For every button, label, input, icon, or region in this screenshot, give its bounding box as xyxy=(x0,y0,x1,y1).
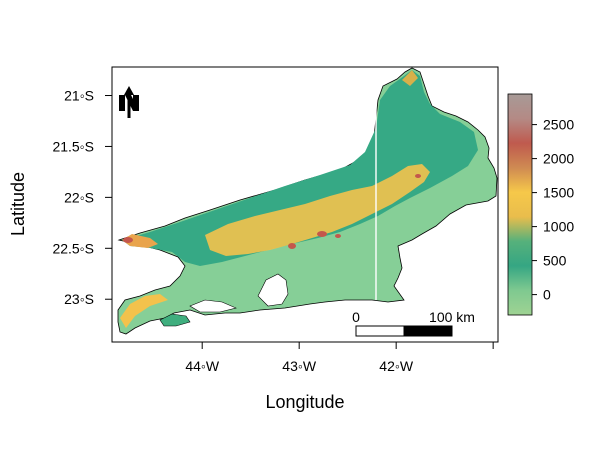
terrain-peak-4 xyxy=(123,237,133,243)
north-arrow-icon xyxy=(119,86,139,118)
y-tick-label: 22◦S xyxy=(64,189,94,205)
map-panel xyxy=(112,67,498,342)
x-axis: 44◦W 43◦W 42◦W xyxy=(185,342,494,374)
terrain-midland xyxy=(122,70,478,266)
x-tick-label: 43◦W xyxy=(282,358,317,374)
ilha-grande xyxy=(159,313,191,327)
guanabara-bay xyxy=(257,273,289,307)
y-tick-label: 21◦S xyxy=(64,88,94,104)
scale-label-start: 0 xyxy=(352,309,360,325)
terrain-highland-north xyxy=(402,70,418,86)
y-axis: 21◦S 21.5◦S 22◦S 22.5◦S 23◦S xyxy=(52,88,112,307)
terrain-peak-2 xyxy=(317,231,327,237)
legend-tick-label: 2500 xyxy=(543,117,574,133)
scale-bar-white xyxy=(355,325,405,337)
x-tick-label: 42◦W xyxy=(379,358,414,374)
scale-bar-black xyxy=(403,325,453,337)
y-tick-label: 22.5◦S xyxy=(52,240,94,256)
y-tick-label: 23◦S xyxy=(64,291,94,307)
terrain-highland xyxy=(205,164,430,256)
legend-tick-label: 1500 xyxy=(543,185,574,201)
scale-label-end: 100 km xyxy=(429,309,475,325)
terrain-peak-5 xyxy=(415,174,421,178)
y-tick-label: 21.5◦S xyxy=(52,138,94,154)
terrain-peak-1 xyxy=(288,243,296,249)
x-axis-title: Longitude xyxy=(265,392,344,412)
scale-bar: 0 100 km xyxy=(352,309,475,337)
terrain-highland-south xyxy=(120,294,168,328)
y-axis-title: Latitude xyxy=(8,172,28,236)
legend-ticks: 0 500 1000 1500 2000 2500 xyxy=(532,117,574,303)
legend-tick-label: 500 xyxy=(543,253,567,269)
x-tick-label: 44◦W xyxy=(185,358,220,374)
legend-tick-label: 1000 xyxy=(543,219,574,235)
legend-tick-label: 0 xyxy=(543,287,551,303)
terrain-peak-3 xyxy=(335,234,341,238)
map-frame xyxy=(111,66,499,343)
legend-color-bar xyxy=(507,93,533,316)
terrain-highland-west xyxy=(122,234,158,248)
sepetiba-bay xyxy=(189,299,237,313)
legend-tick-label: 2000 xyxy=(543,151,574,167)
elevation-legend: 0 500 1000 1500 2000 2500 xyxy=(507,93,574,316)
